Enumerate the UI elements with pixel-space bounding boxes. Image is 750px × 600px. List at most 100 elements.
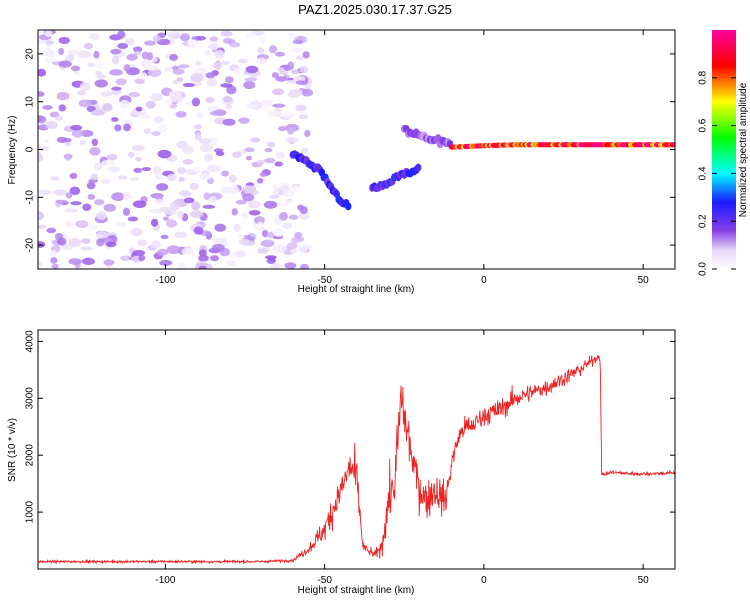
spectrogram-noise-blob [244, 147, 255, 153]
spectrogram-noise-blob [226, 85, 237, 95]
spectrogram-noise-blob [194, 132, 202, 141]
spectrogram-noise-blob [214, 223, 227, 232]
spectrogram-noise-blob [83, 42, 94, 50]
spectrogram-noise-blob [38, 115, 47, 124]
spectrogram-noise-blob [297, 244, 309, 253]
spectrogram-noise-blob [78, 99, 92, 108]
spectrogram-noise-blob [202, 204, 216, 209]
spectrogram-noise-blob [176, 77, 184, 82]
spectrogram-x-tick-label: -100 [155, 275, 175, 286]
spectrogram-noise-blob [285, 137, 300, 143]
spectrogram-noise-blob [205, 72, 216, 79]
spectrogram-noise-blob [44, 30, 52, 37]
spectrogram-noise-blob [299, 65, 309, 74]
spectrogram-noise-blob [245, 32, 255, 38]
spectrogram-noise-blob [126, 53, 138, 61]
spectrogram-noise-blob [128, 151, 135, 158]
spectrogram-noise-blob [292, 39, 303, 45]
colorbar-label: Normalized spectral amplitude [738, 82, 749, 217]
snr-y-tick-label: 2000 [25, 444, 36, 467]
spectrogram-noise-blob [65, 192, 73, 199]
spectrogram-noise-blob [233, 223, 241, 232]
spectrogram-noise-blob [140, 59, 152, 68]
spectrogram-noise-blob [43, 57, 54, 64]
spectrogram-noise-blob [212, 61, 223, 69]
snr-series-line [38, 355, 675, 565]
spectrogram-noise-blob [193, 226, 204, 235]
spectrogram-noise-blob [58, 47, 65, 56]
spectrogram-noise-blob [69, 186, 81, 196]
spectrogram-noise-blob [248, 209, 261, 216]
spectrogram-noise-blob [251, 30, 265, 36]
spectrogram-noise-blob [155, 183, 169, 191]
spectrogram-noise-blob [103, 203, 117, 212]
spectrogram-noise-blob [38, 154, 44, 163]
spectrogram-noise-blob [77, 50, 92, 59]
spectrogram-noise-blob [193, 124, 203, 130]
spectrogram-noise-blob [181, 247, 194, 256]
spectrogram-noise-blob [88, 224, 98, 231]
spectrogram-noise-blob [300, 263, 309, 269]
spectrogram-noise-blob [220, 83, 233, 88]
spectrogram-noise-blob [192, 166, 202, 173]
spectrogram-noise-blob [228, 174, 237, 183]
spectrogram-noise-blob [245, 65, 259, 74]
spectrogram-noise-blob [50, 256, 58, 264]
spectrogram-noise-blob [164, 66, 172, 73]
colorbar-tick-label: 0.6 [698, 118, 709, 132]
spectrogram-noise-blob [220, 30, 233, 37]
spectrogram-noise-blob [91, 138, 99, 147]
spectrogram-noise-blob [198, 254, 209, 262]
spectrogram-noise-blob [246, 103, 257, 109]
spectrogram-noise-blob [93, 50, 100, 59]
spectrogram-noise-blob [235, 199, 247, 205]
spectrogram-noise-blob [271, 72, 279, 79]
spectrogram-noise-blob [214, 49, 225, 59]
spectrogram-noise-blob [295, 80, 309, 86]
spectrogram-y-tick-label: 10 [25, 96, 36, 108]
spectrogram-noise-blob [105, 241, 117, 248]
spectrogram-noise-blob [89, 33, 101, 40]
spectrogram-noise-blob [196, 35, 207, 41]
spectrogram-noise-blob [268, 45, 277, 54]
spectrogram-noise-blob [173, 199, 183, 204]
spectrogram-noise-blob [258, 36, 266, 43]
spectrogram-noise-blob [220, 186, 233, 194]
spectrogram-noise-blob [150, 92, 163, 102]
spectrogram-noise-blob [271, 88, 285, 96]
spectrogram-signal-mark [345, 202, 352, 211]
spectrogram-noise-blob [256, 57, 267, 65]
spectrogram-noise-blob [254, 181, 266, 187]
snr-y-axis-label: SNR (10 * v/v) [7, 418, 18, 482]
spectrogram-noise-blob [128, 92, 141, 98]
spectrogram-noise-blob [231, 208, 238, 216]
spectrogram-noise-blob [182, 82, 195, 88]
snr-plot-area [38, 330, 675, 569]
spectrogram-noise-blob [267, 231, 275, 239]
spectrogram-noise-blob [38, 142, 44, 147]
spectrogram-noise-blob [101, 159, 116, 167]
spectrogram-noise-blob [267, 141, 276, 148]
spectrogram-noise-blob [67, 50, 81, 55]
spectrogram-noise-blob [75, 220, 89, 228]
spectrogram-noise-blob [232, 151, 242, 158]
spectrogram-noise-blob [154, 175, 164, 180]
spectrogram-noise-blob [264, 157, 276, 164]
colorbar-tick-label: 0.2 [698, 214, 709, 228]
spectrogram-noise-blob [111, 55, 120, 65]
spectrogram-noise-blob [176, 167, 187, 175]
spectrogram-noise-blob [179, 33, 191, 42]
spectrogram-noise-blob [102, 103, 113, 112]
spectrogram-noise-blob [225, 104, 232, 110]
spectrogram-noise-blob [291, 237, 299, 244]
snr-y-tick-label: 3000 [25, 387, 36, 410]
spectrogram-noise-blob [135, 156, 142, 162]
spectrogram-noise-blob [222, 118, 236, 126]
snr-axes: -100 -50 0 50 1000 2000 3000 4000 [25, 330, 675, 586]
spectrogram-x-tick-label: 0 [481, 275, 487, 286]
spectrogram-noise-blob [38, 224, 47, 230]
spectrogram-noise-blob [117, 175, 128, 180]
spectrogram-noise-blob [295, 104, 307, 112]
spectrogram-noise-blob [69, 172, 78, 180]
